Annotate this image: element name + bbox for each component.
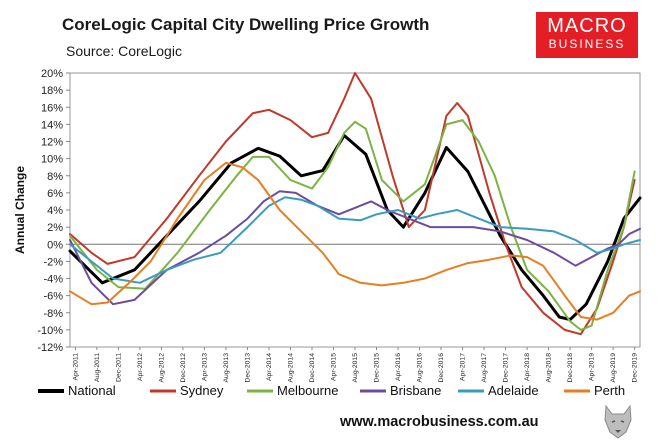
series-line-national [68, 134, 642, 322]
x-tick-label: Dec-2011 [115, 353, 122, 382]
series-line-brisbane [69, 190, 641, 306]
x-tick-label: Aug-2017 [481, 353, 488, 383]
x-tick-label: Apr-2016 [395, 353, 402, 381]
x-tick-label: Aug-2016 [417, 353, 424, 383]
y-tick-label: 8% [47, 171, 63, 183]
x-tick-label: Dec-2012 [180, 353, 187, 383]
x-tick-label: Dec-2019 [632, 353, 639, 383]
x-tick-label: Dec-2013 [244, 353, 251, 383]
y-axis: -12% -10% -8% -6% -4% -2% 0% 2% 4% 6% 8% 10% 12% 14% 1… [37, 68, 70, 354]
footer-url[interactable]: www.macrobusiness.com.au [340, 414, 539, 430]
x-tick-label: Aug-2014 [287, 353, 294, 383]
plot-area [69, 72, 641, 348]
legend-label-perth: Perth [594, 383, 625, 398]
y-tick-label: -8% [43, 308, 63, 320]
y-tick-label: 18% [41, 85, 63, 97]
y-tick-label: 20% [41, 68, 63, 80]
y-tick-label: 4% [47, 205, 63, 217]
y-axis-label: Annual Change [13, 166, 27, 254]
y-tick-label: -4% [43, 274, 63, 286]
series-line-adelaide [69, 196, 641, 284]
x-tick-label: Apr-2019 [589, 353, 596, 381]
y-tick-label: -12% [37, 342, 63, 354]
legend-label-brisbane: Brisbane [390, 383, 441, 398]
y-tick-label: 6% [47, 188, 63, 200]
x-tick-label: Apr-2012 [137, 353, 144, 381]
y-tick-label: -6% [43, 291, 63, 303]
series-line-melbourne [69, 119, 636, 331]
y-tick-label: 16% [41, 102, 63, 114]
legend-label-melbourne: Melbourne [277, 383, 338, 398]
y-tick-label: 14% [41, 119, 63, 131]
legend-label-sydney: Sydney [180, 383, 224, 398]
logo-line-2: BUSINESS [548, 37, 626, 51]
x-tick-label: Aug-2013 [223, 353, 230, 383]
x-tick-label: Aug-2018 [546, 353, 553, 383]
y-tick-label: -10% [37, 325, 63, 337]
x-axis: Apr-2011 Aug-2011 Dec-2011 Apr-2012 Aug-2012… [72, 347, 639, 383]
logo-line-1: MACRO [547, 15, 627, 37]
chart-source: Source: CoreLogic [66, 43, 182, 59]
legend-label-national: National [68, 383, 116, 398]
macrobusiness-logo: MACRO BUSINESS [536, 12, 638, 58]
wolf-mascot-icon [604, 404, 632, 439]
x-tick-label: Dec-2015 [374, 353, 381, 383]
plot-border [69, 72, 641, 348]
series-line-sydney [69, 72, 636, 336]
x-tick-label: Aug-2011 [94, 353, 101, 382]
x-tick-label: Dec-2017 [503, 353, 510, 383]
x-tick-label: Aug-2015 [352, 353, 359, 383]
x-tick-label: Apr-2011 [72, 353, 79, 381]
x-tick-label: Apr-2017 [460, 353, 467, 381]
y-tick-label: 2% [47, 222, 63, 234]
x-tick-label: Aug-2019 [610, 353, 617, 383]
legend: National Sydney Melbourne Brisbane Adelaide P… [38, 383, 625, 398]
legend-label-adelaide: Adelaide [488, 383, 539, 398]
x-tick-label: Apr-2018 [524, 353, 531, 381]
x-tick-label: Aug-2012 [158, 353, 165, 383]
x-tick-label: Apr-2015 [330, 353, 337, 381]
y-tick-label: 0% [47, 239, 63, 251]
y-tick-label: 12% [41, 137, 63, 149]
x-tick-label: Apr-2013 [201, 353, 208, 381]
chart-title: CoreLogic Capital City Dwelling Price Gr… [62, 15, 430, 34]
series-lines [68, 72, 642, 336]
y-tick-label: 10% [41, 154, 63, 166]
series-line-perth [69, 161, 641, 321]
x-tick-label: Dec-2016 [438, 353, 445, 383]
x-tick-label: Dec-2014 [309, 353, 316, 383]
x-tick-label: Dec-2018 [567, 353, 574, 383]
x-tick-label: Apr-2014 [266, 353, 273, 381]
y-tick-label: -2% [43, 256, 63, 268]
